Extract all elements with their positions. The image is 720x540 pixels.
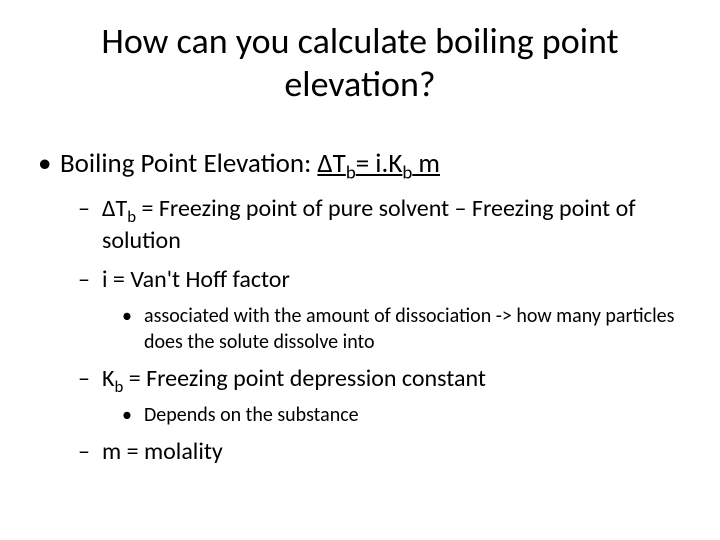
dt-text: ΔT [317, 147, 345, 180]
sub-b1: b [346, 162, 356, 185]
sub-bullet-i: i = Van't Hoff factor [30, 264, 690, 295]
sub-b2: b [402, 162, 412, 185]
detail-substance: Depends on the substance [30, 402, 690, 428]
sub-bullet-deltaT: ΔTb = Freezing point of pure solvent – F… [30, 193, 690, 255]
sub3-sub-b: b [114, 376, 123, 397]
sub1-prefix: ΔT [102, 194, 127, 223]
sub1-sub-b: b [127, 206, 136, 227]
m-text: m [412, 147, 440, 180]
sub-bullet-m: m = molality [30, 436, 690, 467]
sub1-rest: = Freezing point of pure solvent – Freez… [102, 194, 636, 254]
detail-dissociation: associated with the amount of dissociati… [30, 303, 690, 355]
sub-bullet-kb: Kb = Freezing point depression constant [30, 363, 690, 394]
bullet1-formula: ΔTb= i.Kb m [317, 147, 440, 180]
sub3-prefix: K [102, 364, 114, 393]
slide-title: How can you calculate boiling point elev… [30, 20, 690, 106]
sub3-rest: = Freezing point depression constant [123, 364, 486, 393]
bullet1-prefix: Boiling Point Elevation: [60, 147, 317, 180]
main-bullet: Boiling Point Elevation: ΔTb= i.Kb m [30, 146, 690, 181]
eq-text: = i.K [356, 147, 403, 180]
